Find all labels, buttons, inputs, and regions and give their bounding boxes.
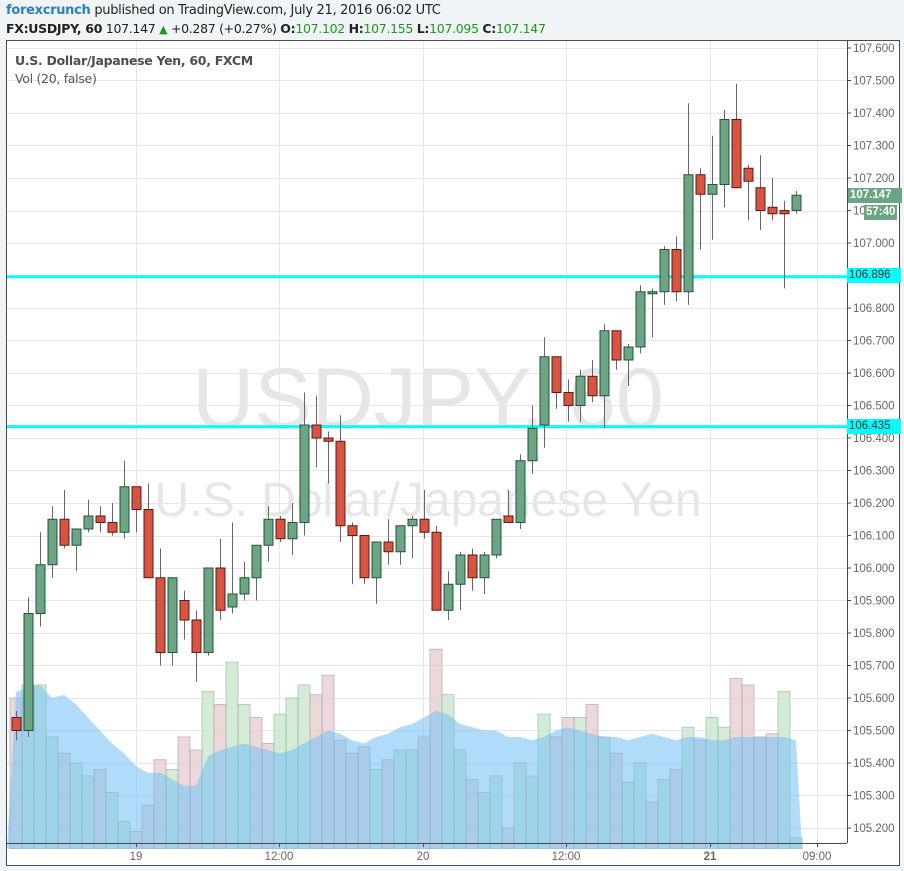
- up-triangle-icon: ▲: [159, 23, 168, 36]
- chart-legend: U.S. Dollar/Japanese Yen, 60, FXCM Vol (…: [15, 52, 253, 88]
- svg-text:106.300: 106.300: [853, 466, 895, 478]
- svg-text:19: 19: [130, 851, 143, 863]
- svg-text:105.800: 105.800: [853, 628, 895, 640]
- horizontal-level-lines[interactable]: [7, 275, 847, 429]
- countdown-badge: 57:40: [864, 205, 898, 220]
- svg-text:12:00: 12:00: [265, 851, 294, 863]
- volume-bars-overlay: [9, 648, 803, 849]
- high-value: 107.155: [363, 21, 414, 36]
- last-price: 107.147: [105, 21, 156, 36]
- svg-text:106.500: 106.500: [853, 401, 895, 413]
- svg-text:106.200: 106.200: [853, 498, 895, 510]
- svg-text:106.800: 106.800: [853, 303, 895, 315]
- last-price-badge: 107.147: [848, 188, 902, 203]
- candles: [11, 83, 802, 741]
- svg-text:107.300: 107.300: [853, 141, 895, 153]
- publication-line: forexcrunch published on TradingView.com…: [6, 3, 441, 18]
- svg-text:106.400: 106.400: [853, 433, 895, 445]
- svg-text:106.100: 106.100: [853, 531, 895, 543]
- symbol-watermark: USDJPY, 60 U.S. Dollar/Japanese Yen: [154, 351, 701, 527]
- level-upper-badge: 106.896: [847, 268, 901, 283]
- legend-title: U.S. Dollar/Japanese Yen, 60, FXCM: [15, 53, 253, 68]
- low-value: 107.095: [429, 21, 479, 36]
- svg-text:21: 21: [704, 851, 717, 863]
- volume-ma-area: [7, 685, 802, 849]
- author-link[interactable]: forexcrunch: [6, 3, 91, 18]
- svg-text:USDJPY, 60: USDJPY, 60: [192, 351, 664, 447]
- symbol-label: FX:USDJPY, 60: [6, 21, 103, 36]
- svg-text:107.000: 107.000: [853, 238, 895, 250]
- level-lower-badge: 106.435: [847, 419, 901, 434]
- svg-text:107.600: 107.600: [853, 43, 895, 55]
- svg-text:105.500: 105.500: [853, 726, 895, 738]
- svg-text:106.000: 106.000: [853, 563, 895, 575]
- svg-text:107.500: 107.500: [853, 76, 895, 88]
- open-label: O:: [280, 21, 296, 36]
- svg-text:09:00: 09:00: [803, 851, 832, 863]
- high-label: H:: [348, 21, 364, 36]
- price-change: +0.287 (+0.27%): [170, 21, 277, 36]
- svg-text:107.200: 107.200: [853, 173, 895, 185]
- svg-text:107.400: 107.400: [853, 108, 895, 120]
- svg-text:105.400: 105.400: [853, 758, 895, 770]
- low-label: L:: [416, 21, 430, 36]
- svg-text:105.200: 105.200: [853, 823, 895, 835]
- svg-text:105.300: 105.300: [853, 791, 895, 803]
- open-value: 107.102: [295, 21, 345, 36]
- svg-text:12:00: 12:00: [552, 851, 581, 863]
- symbol-info-line: FX:USDJPY, 60 107.147 ▲ +0.287 (+0.27%) …: [6, 21, 546, 36]
- svg-text:105.700: 105.700: [853, 661, 895, 673]
- legend-volume: Vol (20, false): [15, 71, 97, 86]
- svg-text:U.S. Dollar/Japanese Yen: U.S. Dollar/Japanese Yen: [154, 474, 701, 527]
- svg-text:105.900: 105.900: [853, 596, 895, 608]
- close-value: 107.147: [496, 21, 546, 36]
- svg-text:20: 20: [417, 851, 430, 863]
- published-text: published on TradingView.com, July 21, 2…: [94, 3, 441, 18]
- svg-text:106.700: 106.700: [853, 336, 895, 348]
- close-label: C:: [482, 21, 496, 36]
- svg-text:106.600: 106.600: [853, 368, 895, 380]
- svg-text:105.600: 105.600: [853, 693, 895, 705]
